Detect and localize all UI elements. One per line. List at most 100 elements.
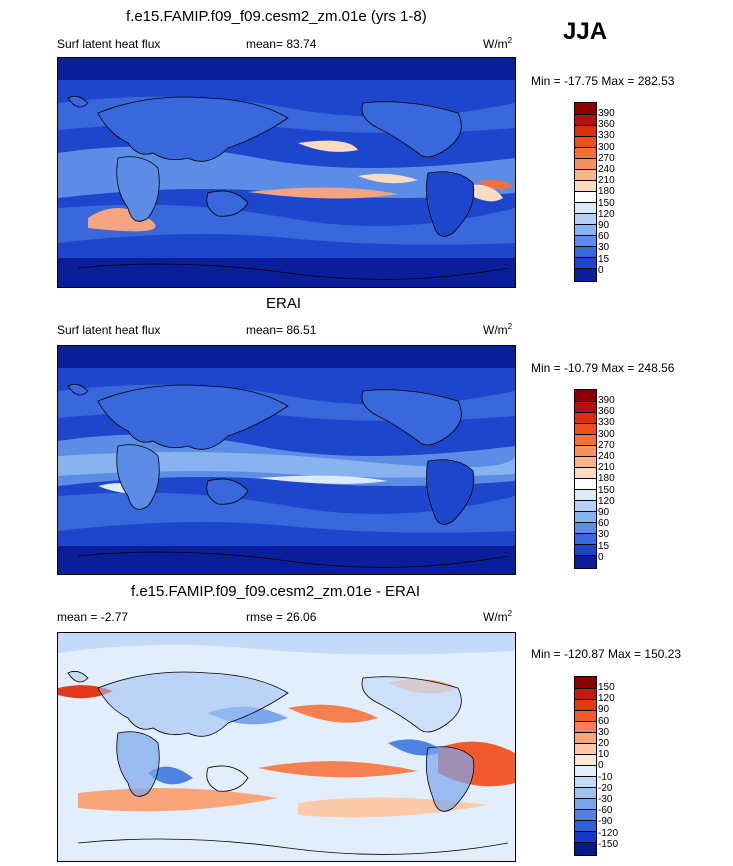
panel3-title: f.e15.FAMIP.f09_f09.cesm2_zm.01e - ERAI	[131, 583, 421, 600]
colorbar-tick-label: 240	[598, 451, 615, 462]
cbar-swatch	[575, 689, 596, 700]
colorbar-tick-label: 270	[598, 152, 615, 164]
cbar-swatch	[575, 799, 596, 810]
panel3-rmse-value: 26.06	[286, 610, 317, 624]
colorbar-tick-label: 180	[598, 186, 615, 198]
panel1-colorbar	[574, 102, 597, 282]
cbar-swatch	[575, 424, 596, 435]
cbar-swatch	[575, 788, 596, 799]
cbar-swatch	[575, 269, 596, 281]
cbar-swatch	[575, 777, 596, 788]
cbar-swatch	[575, 203, 596, 214]
cbar-swatch	[575, 214, 596, 225]
panel1-minmax: Min = -17.75 Max = 282.53	[531, 74, 675, 88]
cbar-swatch	[575, 501, 596, 512]
cbar-swatch	[575, 810, 596, 821]
cbar-swatch	[575, 148, 596, 159]
colorbar-tick-label: 150	[598, 682, 615, 693]
panel1-mean-label: mean= 83.74	[246, 37, 316, 51]
colorbar-tick-label: 90	[598, 704, 610, 716]
panel2-minmax: Min = -10.79 Max = 248.56	[531, 361, 675, 375]
cbar-swatch	[575, 258, 596, 269]
panel3-mean-value: -2.77	[100, 610, 129, 624]
colorbar-tick-label: 330	[598, 130, 615, 142]
panel1-variable-label: Surf latent heat flux	[57, 37, 161, 51]
panel2-colorbar	[574, 389, 597, 569]
cbar-swatch	[575, 534, 596, 545]
cbar-swatch	[575, 545, 596, 556]
cbar-swatch	[575, 722, 596, 733]
colorbar-tick-label: 360	[598, 406, 615, 418]
panel2-title: ERAI	[266, 295, 302, 312]
colorbar-tick-label: 150	[598, 484, 615, 496]
colorbar-tick-label: 390	[598, 108, 615, 119]
cbar-swatch	[575, 170, 596, 181]
panel2-map	[57, 345, 516, 575]
panel3-mean-label: mean = -2.77	[57, 610, 128, 624]
colorbar-tick-label: 10	[598, 749, 610, 761]
colorbar-tick-label: 60	[598, 518, 610, 530]
panel3-colorbar	[574, 676, 597, 856]
cbar-swatch	[575, 832, 596, 843]
colorbar-tick-label: 360	[598, 119, 615, 131]
colorbar-tick-label: -30	[598, 794, 613, 805]
cbar-swatch	[575, 137, 596, 148]
cbar-swatch	[575, 700, 596, 711]
colorbar-tick-label: 60	[598, 231, 610, 243]
cbar-swatch	[575, 390, 596, 402]
cbar-swatch	[575, 733, 596, 744]
panel3-minmax: Min = -120.87 Max = 150.23	[531, 647, 682, 661]
colorbar-tick-label: 90	[598, 220, 610, 231]
colorbar-tick-label: 270	[598, 439, 615, 451]
panel2-variable-label: Surf latent heat flux	[57, 323, 161, 337]
cbar-swatch	[575, 468, 596, 479]
cbar-swatch	[575, 523, 596, 534]
cbar-swatch	[575, 512, 596, 523]
cbar-swatch	[575, 181, 596, 192]
cbar-swatch	[575, 490, 596, 501]
cbar-swatch	[575, 435, 596, 446]
cbar-swatch	[575, 821, 596, 832]
cbar-swatch	[575, 446, 596, 457]
cbar-swatch	[575, 225, 596, 236]
colorbar-tick-label: 390	[598, 395, 615, 406]
panel3-rmse-text: rmse =	[246, 610, 284, 624]
colorbar-tick-label: 300	[598, 428, 615, 440]
cbar-swatch	[575, 556, 596, 568]
panel2-mean-value: 86.51	[286, 323, 317, 337]
cbar-swatch	[575, 192, 596, 203]
colorbar-tick-label: -10	[598, 771, 613, 783]
colorbar-tick-label: 120	[598, 693, 615, 705]
panel3-map	[57, 632, 516, 862]
colorbar-tick-label: 0	[598, 264, 604, 276]
colorbar-tick-label: 30	[598, 529, 610, 541]
season-label: JJA	[563, 18, 608, 45]
colorbar-tick-label: 15	[598, 253, 610, 265]
colorbar-tick-label: 0	[598, 551, 604, 563]
cbar-swatch	[575, 159, 596, 170]
cbar-swatch	[575, 479, 596, 490]
colorbar-tick-label: 120	[598, 208, 615, 220]
cbar-swatch	[575, 402, 596, 413]
colorbar-tick-label: 120	[598, 495, 615, 507]
panel3-rmse-label: rmse = 26.06	[246, 610, 316, 624]
cbar-swatch	[575, 115, 596, 126]
cbar-swatch	[575, 457, 596, 468]
colorbar-tick-label: 300	[598, 141, 615, 153]
colorbar-tick-label: 30	[598, 726, 610, 738]
panel1-mean-text: mean=	[246, 37, 284, 51]
colorbar-tick-label: 180	[598, 473, 615, 485]
cbar-swatch	[575, 744, 596, 755]
cbar-swatch	[575, 766, 596, 777]
panel1-title: f.e15.FAMIP.f09_f09.cesm2_zm.01e (yrs 1-…	[126, 8, 427, 25]
colorbar-tick-label: -20	[598, 782, 613, 794]
panel2-mean-label: mean= 86.51	[246, 323, 316, 337]
panel2-units: W/m2	[483, 322, 513, 337]
colorbar-tick-label: 20	[598, 738, 610, 749]
cbar-swatch	[575, 126, 596, 137]
cbar-swatch	[575, 843, 596, 855]
colorbar-tick-label: 330	[598, 417, 615, 429]
panel1-units: W/m2	[483, 36, 513, 51]
panel1-map	[57, 57, 516, 288]
colorbar-tick-label: -120	[598, 827, 619, 839]
